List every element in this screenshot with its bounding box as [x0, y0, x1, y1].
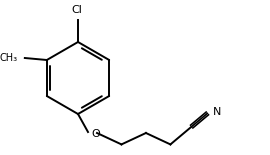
Text: N: N [213, 107, 221, 117]
Text: O: O [91, 129, 100, 139]
Text: CH₃: CH₃ [0, 53, 18, 63]
Text: Cl: Cl [72, 5, 82, 15]
